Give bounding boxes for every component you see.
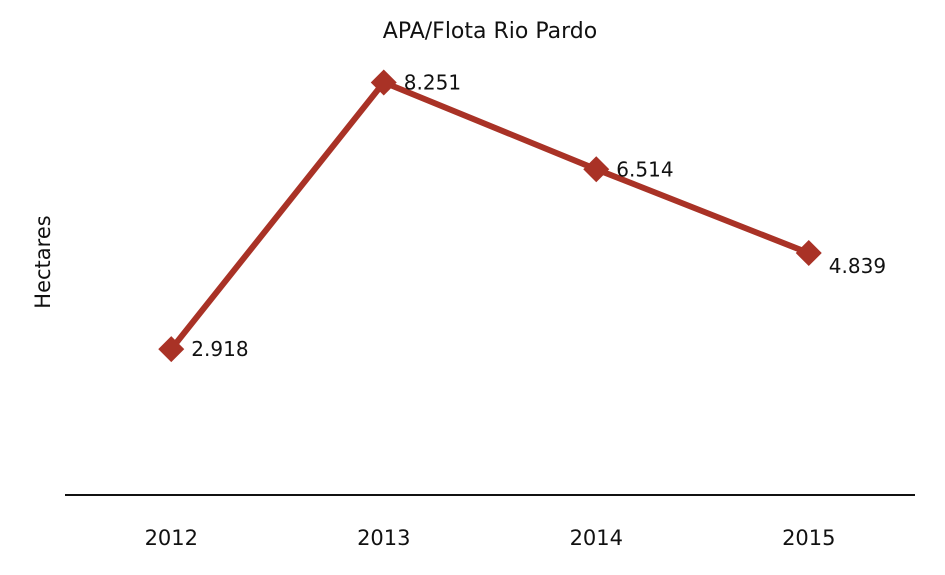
data-point-marker bbox=[370, 69, 397, 96]
chart-title: APA/Flota Rio Pardo bbox=[383, 19, 597, 44]
data-label: 2.918 bbox=[191, 337, 248, 361]
data-label: 4.839 bbox=[829, 254, 886, 278]
x-tick-label: 2015 bbox=[782, 526, 835, 550]
data-point-marker bbox=[158, 336, 185, 363]
data-label: 8.251 bbox=[404, 70, 461, 94]
series-line bbox=[168, 79, 810, 351]
series-layer: 2.918 8.251 6.514 4.839 bbox=[158, 69, 886, 363]
y-axis-label: Hectares bbox=[31, 215, 55, 308]
data-label: 6.514 bbox=[616, 157, 673, 181]
data-point-marker bbox=[795, 240, 822, 267]
x-tick-label: 2012 bbox=[145, 526, 198, 550]
x-tick-label: 2014 bbox=[570, 526, 623, 550]
x-tick-label: 2013 bbox=[357, 526, 410, 550]
data-point-marker bbox=[583, 156, 610, 183]
x-tick-labels: 2012 2013 2014 2015 bbox=[145, 526, 836, 550]
